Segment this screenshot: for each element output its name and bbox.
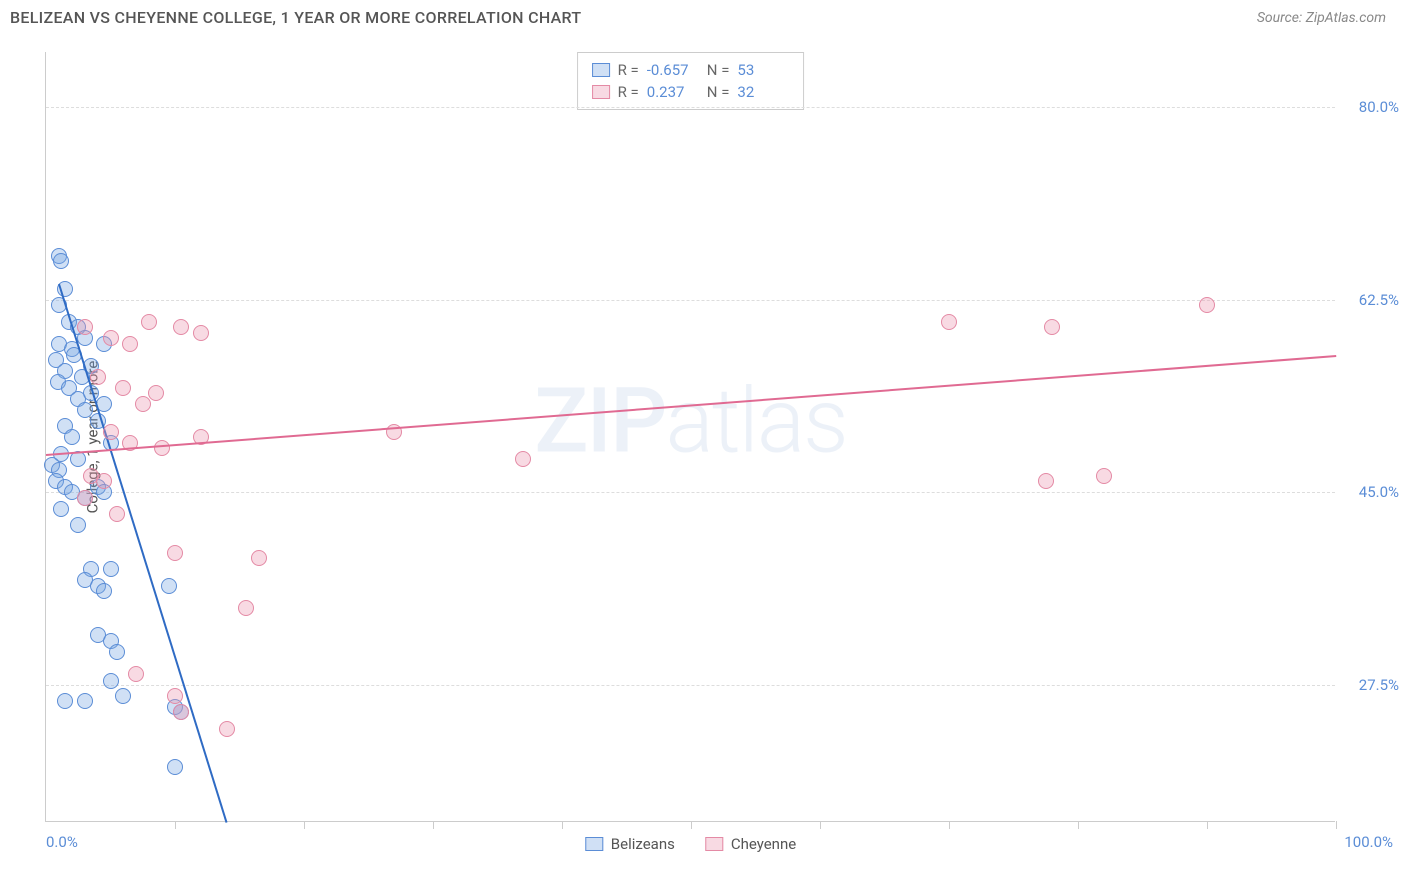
x-axis-min-label: 0.0% (46, 833, 78, 851)
x-tick (175, 821, 176, 829)
legend-r-value: 0.237 (647, 83, 699, 101)
legend-correlation-row: R = -0.657 N = 53 (592, 59, 790, 81)
data-point (53, 253, 69, 269)
legend-n-value: 53 (737, 61, 789, 79)
data-point (1044, 319, 1060, 335)
data-point (103, 561, 119, 577)
trend-line (58, 284, 228, 824)
legend-n-label: N = (707, 61, 730, 79)
data-point (515, 451, 531, 467)
data-point (64, 429, 80, 445)
x-tick (949, 821, 950, 829)
data-point (77, 693, 93, 709)
data-point (70, 517, 86, 533)
data-point (122, 336, 138, 352)
legend-series-label: Cheyenne (731, 835, 796, 853)
data-point (115, 380, 131, 396)
x-tick (691, 821, 692, 829)
legend-correlation-row: R = 0.237 N = 32 (592, 81, 790, 103)
x-tick (304, 821, 305, 829)
data-point (173, 319, 189, 335)
data-point (1038, 473, 1054, 489)
x-tick (433, 821, 434, 829)
data-point (96, 473, 112, 489)
legend-swatch (592, 85, 610, 99)
grid-line (46, 492, 1335, 493)
data-point (148, 385, 164, 401)
y-tick-label: 27.5% (1341, 676, 1399, 694)
x-tick (1207, 821, 1208, 829)
legend-swatch (705, 837, 723, 851)
chart-source: Source: ZipAtlas.com (1257, 10, 1386, 26)
data-point (103, 673, 119, 689)
data-point (53, 501, 69, 517)
x-tick (1078, 821, 1079, 829)
data-point (167, 688, 183, 704)
chart-header: BELIZEAN VS CHEYENNE COLLEGE, 1 YEAR OR … (0, 0, 1406, 35)
data-point (77, 490, 93, 506)
data-point (167, 545, 183, 561)
y-tick-label: 80.0% (1341, 98, 1399, 116)
data-point (57, 693, 73, 709)
data-point (90, 369, 106, 385)
data-point (251, 550, 267, 566)
x-tick (820, 821, 821, 829)
data-point (141, 314, 157, 330)
data-point (154, 440, 170, 456)
series-legend: Belizeans Cheyenne (585, 835, 796, 853)
chart-title: BELIZEAN VS CHEYENNE COLLEGE, 1 YEAR OR … (10, 8, 581, 27)
y-tick-label: 62.5% (1341, 291, 1399, 309)
data-point (109, 644, 125, 660)
data-point (1199, 297, 1215, 313)
legend-series-label: Belizeans (611, 835, 675, 853)
data-point (219, 721, 235, 737)
data-point (77, 319, 93, 335)
correlation-legend: R = -0.657 N = 53 R = 0.237 N = 32 (577, 52, 805, 110)
data-point (135, 396, 151, 412)
data-point (115, 688, 131, 704)
grid-line (46, 300, 1335, 301)
data-point (193, 325, 209, 341)
x-tick (562, 821, 563, 829)
trend-line (46, 355, 1336, 456)
legend-swatch (585, 837, 603, 851)
data-point (161, 578, 177, 594)
legend-r-value: -0.657 (647, 61, 699, 79)
data-point (109, 506, 125, 522)
scatter-chart: College, 1 year or more ZIPatlas 0.0% 10… (45, 52, 1335, 822)
data-point (173, 704, 189, 720)
legend-r-label: R = (618, 61, 639, 79)
data-point (1096, 468, 1112, 484)
data-point (167, 759, 183, 775)
data-point (128, 666, 144, 682)
legend-series-item: Cheyenne (705, 835, 796, 853)
x-tick (1336, 821, 1337, 829)
legend-n-label: N = (707, 83, 730, 101)
data-point (96, 583, 112, 599)
legend-swatch (592, 63, 610, 77)
y-tick-label: 45.0% (1341, 483, 1399, 501)
grid-line (46, 685, 1335, 686)
watermark: ZIPatlas (534, 369, 847, 474)
legend-n-value: 32 (737, 83, 789, 101)
legend-series-item: Belizeans (585, 835, 675, 853)
legend-r-label: R = (618, 83, 639, 101)
data-point (238, 600, 254, 616)
grid-line (46, 107, 1335, 108)
data-point (941, 314, 957, 330)
data-point (103, 330, 119, 346)
x-axis-max-label: 100.0% (1344, 833, 1393, 851)
data-point (103, 424, 119, 440)
